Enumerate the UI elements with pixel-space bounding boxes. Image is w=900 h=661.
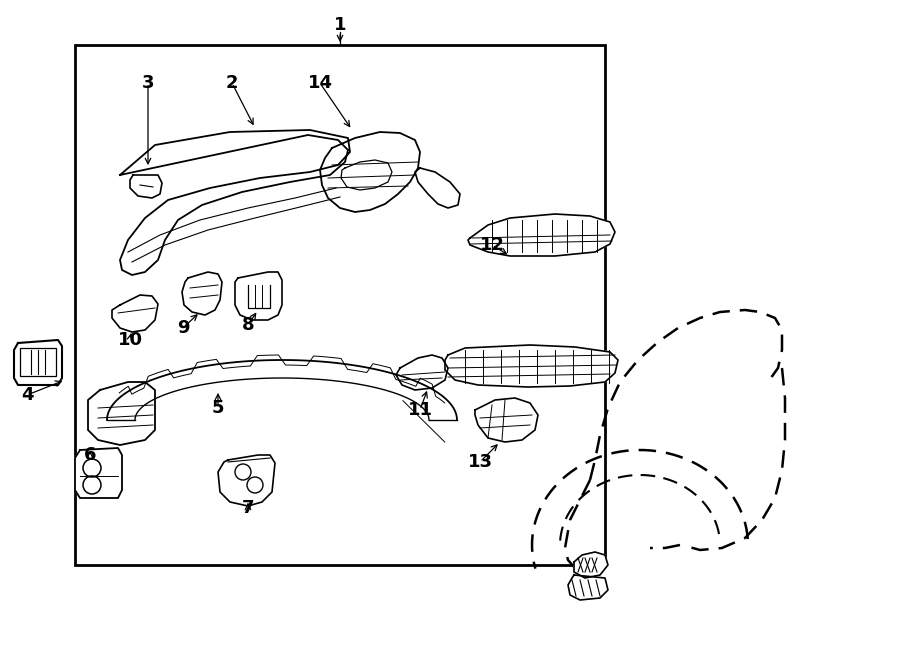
Polygon shape (235, 272, 282, 320)
Polygon shape (120, 130, 350, 275)
Polygon shape (88, 382, 155, 445)
Text: 3: 3 (142, 74, 154, 92)
Text: 2: 2 (226, 74, 239, 92)
Text: 14: 14 (308, 74, 332, 92)
Bar (75, 45, 605, 565)
Polygon shape (468, 214, 615, 256)
Polygon shape (182, 272, 222, 315)
Text: 1: 1 (334, 16, 346, 34)
Polygon shape (75, 448, 122, 498)
Polygon shape (415, 168, 460, 208)
Polygon shape (396, 355, 448, 390)
Text: 7: 7 (242, 499, 254, 517)
Bar (20, 348, 56, 376)
Text: 11: 11 (408, 401, 433, 419)
Text: 6: 6 (84, 446, 96, 464)
Text: 5: 5 (212, 399, 224, 417)
Text: 4: 4 (21, 386, 33, 404)
Polygon shape (320, 132, 420, 212)
Polygon shape (568, 575, 608, 600)
Text: 13: 13 (467, 453, 492, 471)
Polygon shape (107, 360, 457, 420)
Polygon shape (130, 175, 162, 198)
Text: 10: 10 (118, 331, 142, 349)
Polygon shape (341, 160, 392, 190)
Polygon shape (574, 552, 608, 578)
Text: 8: 8 (242, 316, 255, 334)
Text: 12: 12 (480, 236, 505, 254)
Polygon shape (445, 345, 618, 387)
Polygon shape (112, 295, 158, 332)
Text: 9: 9 (176, 319, 189, 337)
Polygon shape (218, 455, 275, 506)
Polygon shape (475, 398, 538, 442)
Polygon shape (14, 340, 62, 385)
